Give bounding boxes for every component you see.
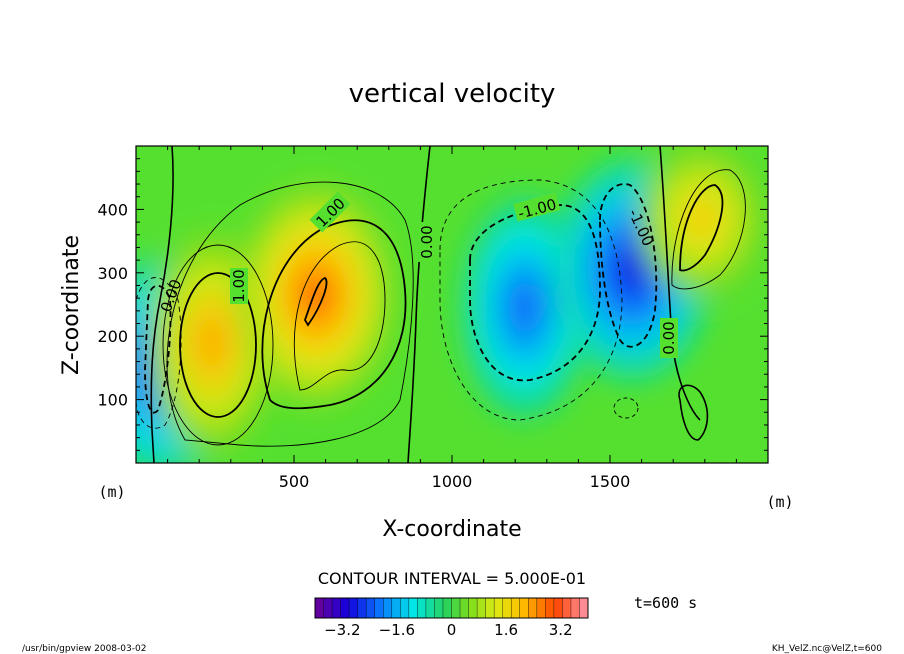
- colorbar-cell: [511, 598, 521, 618]
- field-blob: [195, 314, 229, 371]
- contour-positive: [304, 277, 328, 327]
- plot-area: 1.00 1.00 0.00 -1.00 -1.00 0.00 0.00: [136, 146, 768, 463]
- contour-negative: [613, 397, 639, 419]
- colorbar-tick-label: 0: [447, 621, 457, 639]
- colorbar-cell: [460, 598, 469, 618]
- x-tick-label: 1000: [432, 472, 473, 491]
- colorbar-cell: [332, 598, 341, 618]
- colorbar-cell: [562, 598, 572, 618]
- colorbar-cell: [536, 598, 546, 618]
- contour-positive: [293, 241, 386, 391]
- colorbar-cell: [468, 598, 478, 618]
- contour-label: 0.00: [660, 321, 678, 354]
- colorbar-cell: [477, 598, 486, 618]
- y-tick-label: 300: [97, 264, 128, 283]
- contour-label: 1.00: [230, 269, 248, 302]
- colorbar-cell: [357, 598, 367, 618]
- colorbar: [314, 597, 589, 619]
- colorbar-tick-label: −1.6: [379, 621, 415, 639]
- x-unit-left: (m): [98, 483, 125, 501]
- chart-title: vertical velocity: [349, 79, 556, 109]
- colorbar-cell: [425, 598, 435, 618]
- y-tick-label: 400: [97, 200, 128, 219]
- contour-positive: [162, 244, 274, 446]
- field-blob: [685, 199, 718, 239]
- colorbar-cell: [579, 598, 589, 618]
- colorbar-cell: [417, 598, 427, 618]
- contour-zero-line: [407, 146, 431, 463]
- x-tick-label: 500: [279, 472, 310, 491]
- colorbar-cell: [494, 598, 503, 618]
- colorbar-cell: [519, 598, 529, 618]
- contour-lines: [136, 146, 746, 463]
- footer-left: /usr/bin/gpview 2008-03-02: [22, 644, 146, 654]
- contour-positive: [166, 181, 414, 447]
- colorbar-cell: [400, 598, 410, 618]
- colorbar-cell: [570, 598, 580, 618]
- colorbar-cell: [502, 598, 512, 618]
- x-axis: 500 1000 1500: [167, 146, 737, 491]
- contour-negative: [144, 284, 172, 414]
- y-axis: 100 200 300 400: [97, 158, 768, 451]
- colorbar-cell: [451, 598, 461, 618]
- colorbar-cell: [383, 598, 393, 618]
- contour-negative: [136, 277, 182, 429]
- colorbar-cell: [391, 598, 401, 618]
- y-tick-label: 100: [97, 391, 128, 410]
- y-tick-label: 200: [97, 327, 128, 346]
- x-unit-right: (m): [766, 493, 793, 511]
- colorbar-cell: [545, 598, 555, 618]
- colorbar-tick-label: 1.6: [494, 621, 518, 639]
- contour-label: 0.00: [418, 225, 436, 258]
- y-axis-label: Z-coordinate: [59, 235, 84, 375]
- time-label: t=600 s: [634, 594, 697, 612]
- colorbar-cell: [434, 598, 444, 618]
- colorbar-cell: [553, 598, 563, 618]
- x-axis-label: X-coordinate: [382, 517, 521, 542]
- contour-positive: [679, 184, 724, 272]
- contour-negative: [599, 183, 658, 348]
- colorbar-cell: [340, 598, 350, 618]
- contour-negative: [439, 179, 623, 421]
- colorbar-tick-label: 3.2: [549, 621, 573, 639]
- colorbar-tick-label: −3.2: [324, 621, 360, 639]
- colorbar-ticks: −3.2 −1.6 0 1.6 3.2: [324, 621, 573, 639]
- colorbar-cell: [442, 598, 452, 618]
- colorbar-cell: [349, 598, 358, 618]
- field-blob: [296, 266, 336, 323]
- contour-positive: [678, 384, 709, 441]
- field-blob: [508, 279, 541, 336]
- colorbar-cell: [408, 598, 418, 618]
- footer-right: KH_VelZ.nc@VelZ,t=600: [772, 644, 882, 654]
- contour-positive: [261, 219, 407, 410]
- field-blob: [612, 241, 652, 298]
- colorbar-frame: [314, 597, 589, 619]
- contour-zero-line: [150, 146, 174, 463]
- x-tick-label: 1500: [590, 472, 631, 491]
- colorbar-cell: [366, 598, 376, 618]
- contour-positive: [179, 272, 257, 418]
- contour-positive: [671, 169, 746, 290]
- contour-interval-text: CONTOUR INTERVAL = 5.000E-01: [318, 569, 586, 588]
- colorbar-cell: [485, 598, 495, 618]
- colorbar-cell: [528, 598, 538, 618]
- colorbar-cell: [315, 598, 324, 618]
- colorbar-cell: [374, 598, 384, 618]
- colorbar-cell: [323, 598, 333, 618]
